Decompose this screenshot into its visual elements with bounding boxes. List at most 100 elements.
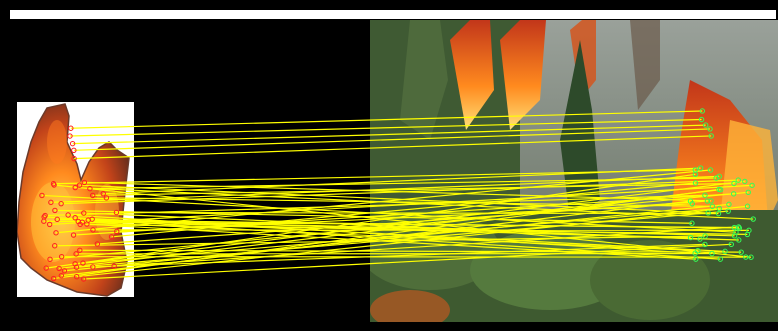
match-line	[44, 216, 721, 260]
match-line	[82, 221, 698, 252]
left-keypoint	[43, 265, 49, 271]
right-keypoint	[709, 203, 716, 210]
left-keypoint	[80, 260, 86, 266]
right-keypoint	[742, 178, 748, 185]
right-keypoint	[749, 182, 755, 189]
match-line	[92, 182, 735, 197]
right-keypoint	[697, 165, 704, 171]
left-keypoint	[58, 272, 65, 279]
right-keypoint	[698, 116, 705, 123]
right-keypoint	[743, 254, 749, 260]
left-keypoint	[56, 265, 62, 272]
match-line	[73, 128, 710, 151]
right-keypoint	[707, 126, 713, 132]
right-keypoint	[731, 180, 737, 187]
left-keypoint	[89, 216, 95, 222]
right-keypoint	[722, 248, 728, 255]
left-keypoint	[61, 268, 68, 274]
right-keypoint	[708, 198, 714, 204]
right-keypoint	[717, 187, 724, 193]
left-keypoint	[76, 182, 83, 188]
forest-fire-scene	[370, 20, 778, 322]
right-keypoint	[744, 203, 751, 209]
left-keypoint	[73, 264, 80, 270]
left-keypoint	[39, 192, 45, 199]
left-keypoint	[58, 253, 65, 260]
right-keypoint	[697, 236, 703, 242]
match-line	[54, 184, 752, 258]
right-keypoint	[728, 241, 734, 248]
right-keypoint	[693, 256, 699, 262]
left-keypoint	[90, 227, 96, 233]
right-keypoint	[702, 192, 708, 198]
left-keypoint	[111, 263, 117, 269]
right-keypoint	[748, 254, 754, 260]
right-keypoint	[744, 231, 751, 238]
right-keypoint	[689, 220, 695, 226]
left-keypoint	[68, 125, 74, 131]
left-keypoint	[53, 230, 59, 236]
right-keypoint	[717, 256, 724, 262]
right-keypoint	[738, 249, 744, 255]
match-line	[75, 217, 726, 252]
match-line	[74, 135, 712, 160]
left-keypoint	[103, 195, 110, 201]
match-line	[79, 249, 742, 253]
left-keypoint	[47, 256, 53, 263]
right-keypoint	[709, 250, 715, 257]
right-keypoint	[707, 167, 714, 173]
match-line	[111, 182, 696, 238]
left-keypoint	[70, 232, 77, 238]
right-keypoint	[705, 210, 711, 216]
match-line	[61, 200, 691, 277]
right-keypoint	[726, 201, 732, 208]
left-keypoint	[72, 184, 78, 191]
match-line	[53, 169, 696, 185]
left-keypoint	[67, 133, 73, 139]
left-keypoint	[81, 210, 87, 216]
left-keypoint	[84, 221, 90, 227]
right-keypoint	[702, 241, 708, 248]
match-line	[64, 203, 730, 272]
right-keypoint	[702, 122, 709, 128]
right-keypoint	[713, 175, 719, 181]
left-keypoint	[90, 264, 96, 270]
left-keypoint	[114, 228, 120, 235]
left-keypoint	[58, 200, 64, 207]
right-keypoint	[692, 171, 699, 177]
top-white-bar	[10, 10, 776, 19]
right-keypoint	[689, 201, 695, 207]
right-keypoint	[736, 237, 742, 243]
right-keypoint	[730, 191, 737, 197]
match-line	[49, 191, 749, 260]
right-keypoint	[704, 198, 711, 204]
right-keypoint	[735, 224, 742, 230]
match-line	[41, 194, 736, 233]
forest-fire-image	[370, 20, 778, 322]
right-keypoint	[715, 210, 722, 217]
right-keypoint	[745, 189, 751, 196]
match-line	[116, 211, 719, 215]
left-keypoint	[50, 275, 57, 282]
left-keypoint	[72, 215, 78, 221]
left-keypoint	[90, 192, 96, 199]
left-keypoint	[41, 214, 47, 220]
left-keypoint	[48, 199, 54, 206]
match-line	[69, 118, 702, 137]
match-line	[72, 124, 706, 145]
match-line	[89, 177, 717, 190]
right-keypoint	[695, 248, 701, 254]
left-keypoint	[73, 274, 80, 280]
left-keypoint	[73, 251, 79, 257]
right-keypoint	[716, 205, 722, 212]
left-keypoint	[100, 190, 106, 197]
match-line	[54, 209, 692, 224]
left-keypoint	[65, 212, 71, 218]
right-keypoint	[708, 133, 714, 139]
match-line	[46, 173, 696, 269]
left-keypoint	[80, 276, 87, 282]
right-keypoint	[750, 216, 756, 222]
right-keypoint	[733, 229, 739, 235]
